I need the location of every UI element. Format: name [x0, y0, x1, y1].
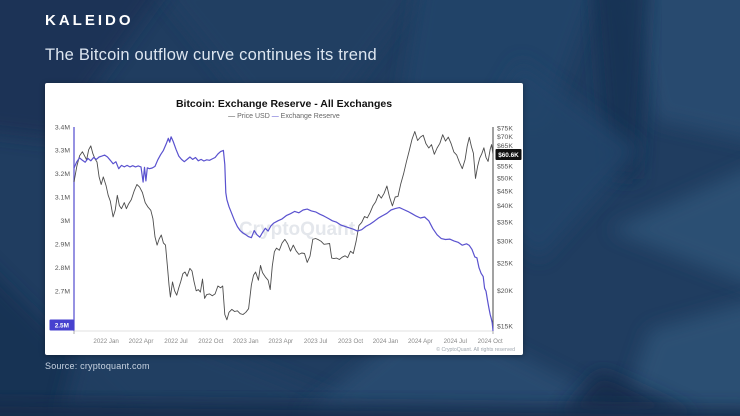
svg-text:3.3M: 3.3M: [55, 148, 70, 155]
svg-text:2023 Oct: 2023 Oct: [338, 338, 363, 345]
svg-text:2024 Oct: 2024 Oct: [478, 338, 503, 345]
svg-text:Bitcoin: Exchange Reserve - Al: Bitcoin: Exchange Reserve - All Exchange…: [176, 98, 392, 110]
svg-text:$15K: $15K: [497, 324, 513, 331]
svg-text:$55K: $55K: [497, 164, 513, 171]
svg-text:2023 Jul: 2023 Jul: [304, 338, 327, 345]
svg-text:$30K: $30K: [497, 238, 513, 245]
svg-text:2023 Jan: 2023 Jan: [233, 338, 259, 345]
svg-text:2023 Apr: 2023 Apr: [268, 338, 293, 345]
svg-text:$60.6K: $60.6K: [498, 152, 519, 159]
svg-text:$50K: $50K: [497, 175, 513, 182]
svg-text:$40K: $40K: [497, 203, 513, 210]
svg-text:$70K: $70K: [497, 134, 513, 141]
svg-text:3M: 3M: [61, 218, 71, 225]
chart-card: CryptoQuant Bitcoin: Exchange Reserve - A…: [45, 83, 523, 355]
svg-text:2022 Apr: 2022 Apr: [129, 338, 154, 345]
svg-text:$35K: $35K: [497, 219, 513, 226]
header: KALEIDO: [45, 12, 134, 29]
svg-text:2.5M: 2.5M: [55, 323, 69, 330]
svg-text:2024 Apr: 2024 Apr: [408, 338, 433, 345]
svg-text:3.4M: 3.4M: [55, 124, 70, 131]
svg-text:2.8M: 2.8M: [55, 265, 70, 272]
svg-text:2.9M: 2.9M: [55, 242, 70, 249]
svg-text:© CryptoQuant. All rights rese: © CryptoQuant. All rights reserved: [436, 346, 515, 353]
svg-text:2.7M: 2.7M: [55, 288, 70, 295]
svg-text:CryptoQuant: CryptoQuant: [239, 219, 356, 240]
svg-text:3.2M: 3.2M: [55, 171, 70, 178]
chart-canvas: CryptoQuant Bitcoin: Exchange Reserve - A…: [49, 98, 522, 353]
svg-text:$25K: $25K: [497, 261, 513, 268]
svg-text:$75K: $75K: [497, 126, 513, 133]
svg-text:2022 Jul: 2022 Jul: [164, 338, 187, 345]
slide-title: The Bitcoin outflow curve continues its …: [45, 46, 377, 64]
svg-text:— Price USD — Exchange Rese: — Price USD — Exchange Reserve: [228, 113, 340, 120]
source-note: Source: cryptoquant.com: [45, 361, 150, 371]
svg-text:$20K: $20K: [497, 288, 513, 295]
svg-text:2024 Jul: 2024 Jul: [444, 338, 467, 345]
svg-text:2022 Oct: 2022 Oct: [198, 338, 223, 345]
svg-text:3.1M: 3.1M: [55, 195, 70, 202]
brand-logo: KALEIDO: [45, 12, 134, 29]
svg-text:2022 Jan: 2022 Jan: [93, 338, 119, 345]
svg-text:2024 Jan: 2024 Jan: [373, 338, 399, 345]
svg-text:$45K: $45K: [497, 188, 513, 195]
svg-text:$65K: $65K: [497, 143, 513, 150]
